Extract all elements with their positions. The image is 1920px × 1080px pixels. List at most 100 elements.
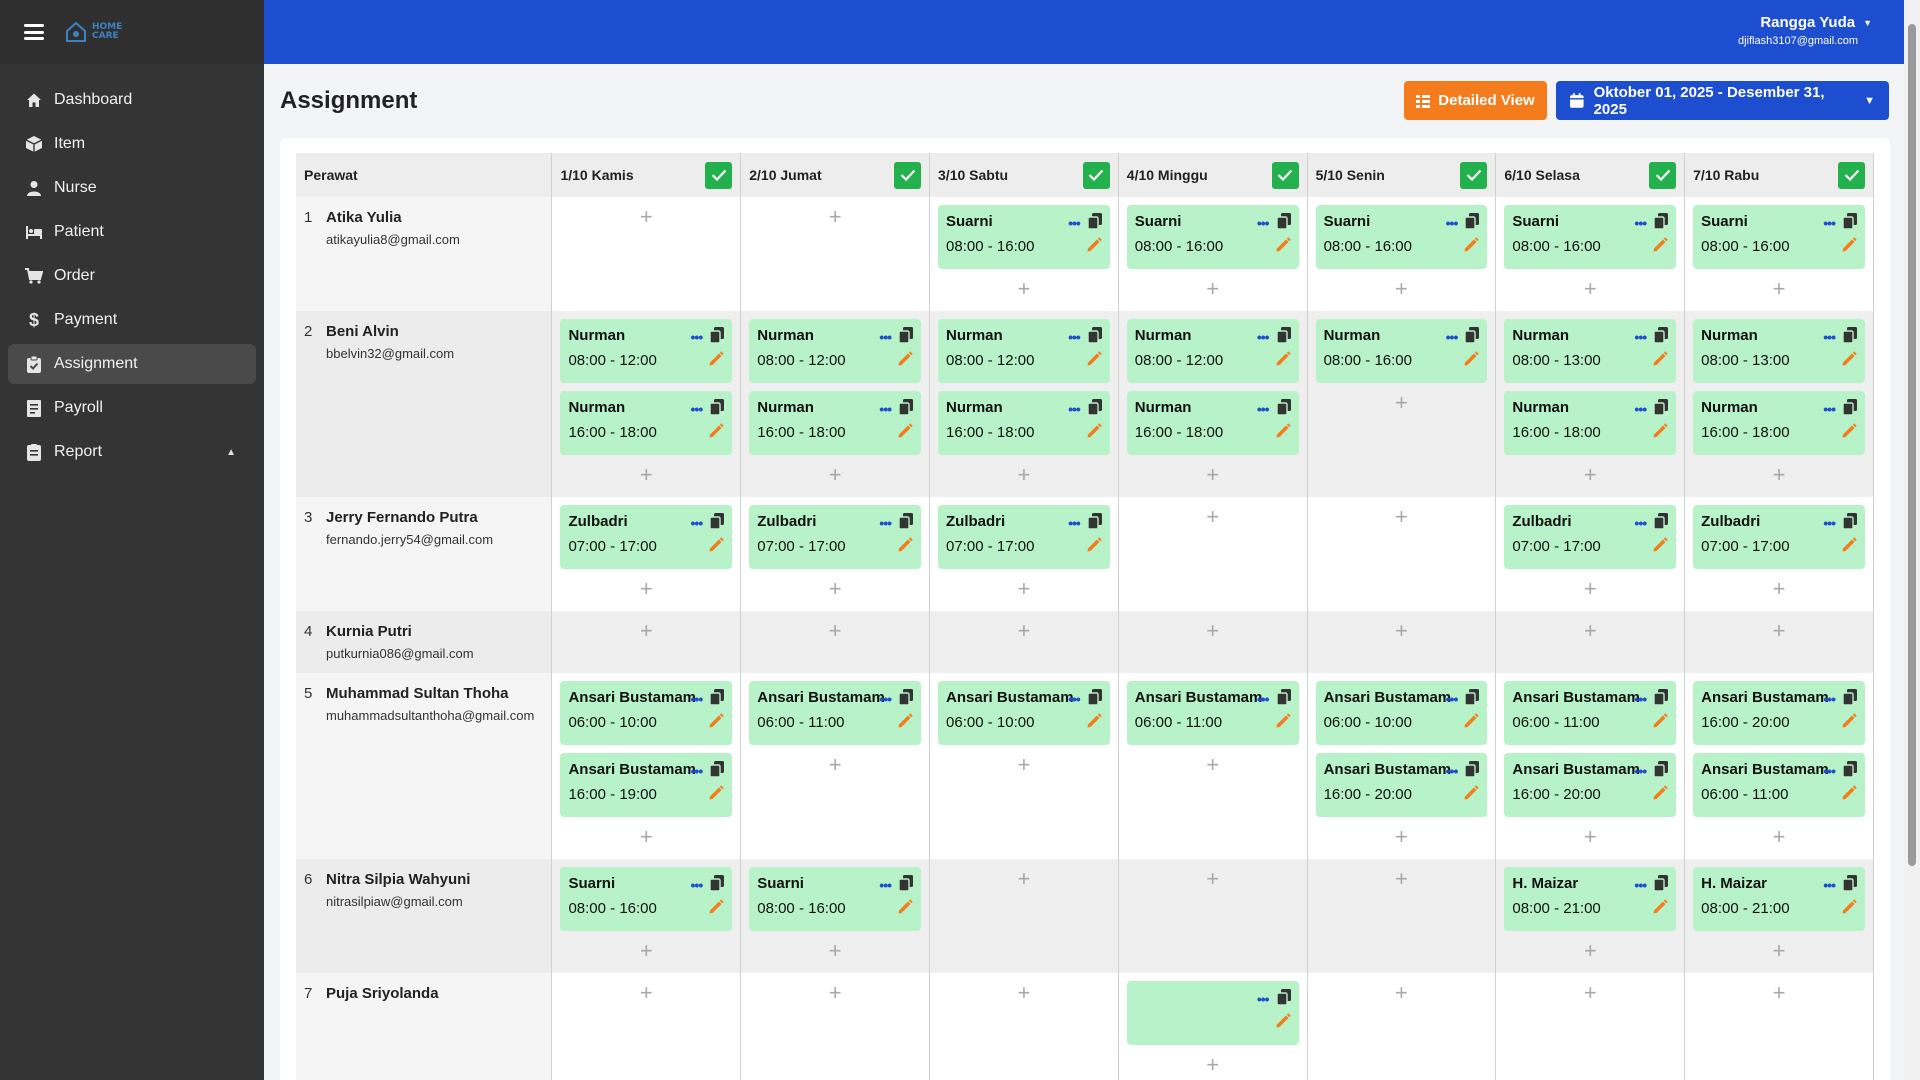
copy-icon[interactable] [710, 513, 725, 529]
assignment-card[interactable]: Suarni 08:00 - 16:00 ••• [938, 205, 1110, 269]
page-scrollbar[interactable] [1904, 0, 1920, 1080]
more-options-icon[interactable]: ••• [690, 515, 704, 531]
copy-icon[interactable] [1843, 875, 1857, 891]
user-name-row[interactable]: Rangga Yuda ▼ [1738, 14, 1872, 31]
edit-pencil-icon[interactable] [1652, 237, 1668, 253]
add-assignment-button[interactable]: + [1395, 276, 1408, 301]
edit-pencil-icon[interactable] [1652, 351, 1668, 367]
add-assignment-button[interactable]: + [639, 938, 653, 963]
sidebar-item-payment[interactable]: $ Payment [8, 300, 256, 340]
copy-icon[interactable] [899, 327, 914, 343]
assignment-card[interactable]: Nurman 16:00 - 18:00 ••• [938, 391, 1110, 455]
add-assignment-button[interactable]: + [639, 824, 653, 849]
more-options-icon[interactable]: ••• [879, 515, 892, 531]
edit-pencil-icon[interactable] [1086, 351, 1102, 367]
add-assignment-button[interactable]: + [1206, 866, 1220, 891]
more-options-icon[interactable]: ••• [1634, 763, 1647, 779]
add-assignment-button[interactable]: + [1395, 824, 1408, 849]
more-options-icon[interactable]: ••• [1256, 215, 1270, 231]
add-assignment-button[interactable]: + [1395, 390, 1408, 415]
assignment-card[interactable]: Ansari Bustamam 06:00 - 11:00 ••• [1504, 681, 1677, 745]
more-options-icon[interactable]: ••• [1068, 329, 1081, 345]
add-assignment-button[interactable]: + [1772, 980, 1786, 1005]
copy-icon[interactable] [899, 689, 914, 705]
more-options-icon[interactable]: ••• [1445, 329, 1459, 345]
edit-pencil-icon[interactable] [1463, 785, 1480, 801]
check-all-icon[interactable] [705, 161, 733, 189]
add-assignment-button[interactable]: + [1395, 866, 1408, 891]
sidebar-item-order[interactable]: Order [8, 256, 256, 296]
more-options-icon[interactable]: ••• [1634, 401, 1647, 417]
assignment-card[interactable]: Ansari Bustamam 16:00 - 19:00 ••• [560, 753, 733, 817]
add-assignment-button[interactable]: + [1395, 980, 1408, 1005]
edit-pencil-icon[interactable] [1275, 237, 1291, 253]
add-assignment-button[interactable]: + [1017, 462, 1031, 487]
add-assignment-button[interactable]: + [828, 576, 842, 601]
sidebar-item-assignment[interactable]: Assignment [8, 344, 256, 384]
more-options-icon[interactable]: ••• [1823, 215, 1836, 231]
add-assignment-button[interactable]: + [1772, 938, 1786, 963]
more-options-icon[interactable]: ••• [879, 401, 892, 417]
copy-icon[interactable] [1465, 689, 1480, 705]
check-all-icon[interactable] [894, 161, 922, 189]
edit-pencil-icon[interactable] [897, 899, 913, 915]
copy-icon[interactable] [1087, 213, 1102, 229]
assignment-card[interactable]: Zulbadri 07:00 - 17:00 ••• [938, 505, 1110, 569]
more-options-icon[interactable]: ••• [1256, 329, 1270, 345]
assignment-card[interactable]: Ansari Bustamam 06:00 - 11:00 ••• [1693, 753, 1865, 817]
edit-pencil-icon[interactable] [1652, 785, 1668, 801]
add-assignment-button[interactable]: + [1206, 618, 1220, 643]
more-options-icon[interactable]: ••• [1068, 215, 1081, 231]
assignment-card[interactable]: Nurman 08:00 - 12:00 ••• [938, 319, 1110, 383]
assignment-card[interactable]: Suarni 08:00 - 16:00 ••• [1126, 205, 1299, 269]
copy-icon[interactable] [1087, 689, 1102, 705]
check-all-icon[interactable] [1082, 161, 1110, 189]
sidebar-item-report[interactable]: Report ▲ [8, 432, 256, 472]
assignment-card[interactable]: Zulbadri 07:00 - 17:00 ••• [560, 505, 733, 569]
copy-icon[interactable] [1654, 327, 1669, 343]
check-all-icon[interactable] [1838, 161, 1865, 189]
more-options-icon[interactable]: ••• [879, 329, 892, 345]
assignment-card[interactable]: Nurman 16:00 - 18:00 ••• [749, 391, 922, 455]
add-assignment-button[interactable]: + [1583, 276, 1597, 301]
assignment-card[interactable]: Zulbadri 07:00 - 17:00 ••• [749, 505, 922, 569]
copy-icon[interactable] [1276, 399, 1291, 415]
detailed-view-button[interactable]: Detailed View [1404, 81, 1547, 120]
more-options-icon[interactable]: ••• [1634, 215, 1647, 231]
edit-pencil-icon[interactable] [1841, 785, 1857, 801]
edit-pencil-icon[interactable] [1463, 237, 1480, 253]
assignment-card[interactable]: Ansari Bustamam 06:00 - 10:00 ••• [560, 681, 733, 745]
edit-pencil-icon[interactable] [1275, 351, 1291, 367]
add-assignment-button[interactable]: + [1583, 576, 1597, 601]
edit-pencil-icon[interactable] [1841, 537, 1857, 553]
copy-icon[interactable] [899, 399, 914, 415]
assignment-card[interactable]: Nurman 16:00 - 18:00 ••• [1693, 391, 1865, 455]
copy-icon[interactable] [1465, 327, 1480, 343]
copy-icon[interactable] [1843, 513, 1857, 529]
edit-pencil-icon[interactable] [1841, 351, 1857, 367]
copy-icon[interactable] [1465, 213, 1480, 229]
add-assignment-button[interactable]: + [1583, 824, 1597, 849]
edit-pencil-icon[interactable] [1652, 423, 1668, 439]
sidebar-item-dashboard[interactable]: Dashboard [8, 80, 256, 120]
add-assignment-button[interactable]: + [1772, 276, 1786, 301]
add-assignment-button[interactable]: + [828, 752, 842, 777]
add-assignment-button[interactable]: + [1583, 980, 1597, 1005]
copy-icon[interactable] [1276, 327, 1291, 343]
add-assignment-button[interactable]: + [1583, 938, 1597, 963]
edit-pencil-icon[interactable] [1652, 713, 1668, 729]
copy-icon[interactable] [710, 875, 725, 891]
copy-icon[interactable] [1654, 761, 1669, 777]
check-all-icon[interactable] [1460, 161, 1488, 189]
sidebar-item-nurse[interactable]: Nurse [8, 168, 256, 208]
add-assignment-button[interactable]: + [1206, 462, 1220, 487]
sidebar-item-payroll[interactable]: Payroll [8, 388, 256, 428]
edit-pencil-icon[interactable] [1652, 899, 1668, 915]
edit-pencil-icon[interactable] [708, 351, 724, 367]
add-assignment-button[interactable]: + [828, 980, 842, 1005]
edit-pencil-icon[interactable] [1652, 537, 1668, 553]
add-assignment-button[interactable]: + [1017, 980, 1031, 1005]
more-options-icon[interactable]: ••• [1445, 691, 1459, 707]
assignment-card[interactable]: Ansari Bustamam 16:00 - 20:00 ••• [1315, 753, 1488, 817]
check-all-icon[interactable] [1271, 161, 1299, 189]
